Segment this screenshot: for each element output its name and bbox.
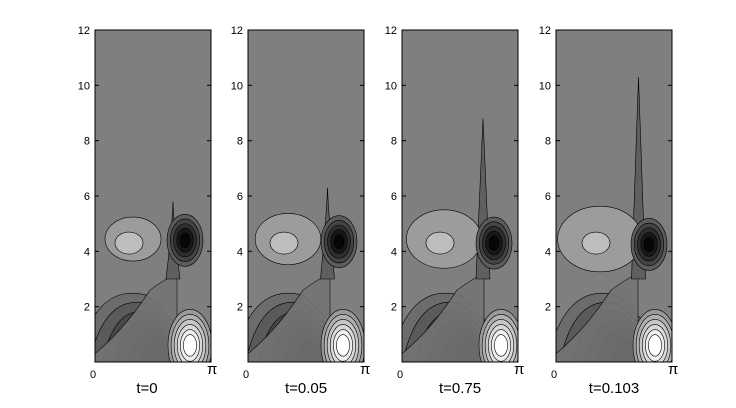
x-min-label: 0	[551, 369, 557, 381]
x-max-label: π	[360, 361, 370, 378]
panel-4: 2 4 6 8 10 12 0 π t=0.103	[539, 25, 679, 397]
contour-field	[247, 29, 365, 363]
y-tick-label: 8	[391, 136, 397, 148]
y-tick-label: 2	[391, 302, 397, 314]
y-tick-label: 4	[84, 246, 90, 258]
y-tick-label: 8	[84, 136, 90, 148]
y-tick-label: 6	[391, 191, 397, 203]
x-min-label: 0	[243, 369, 249, 381]
y-tick-label: 6	[84, 191, 90, 203]
y-tick-label: 12	[78, 25, 90, 37]
y-tick-label: 2	[545, 302, 551, 314]
y-tick-label: 12	[385, 25, 397, 37]
x-max-label: π	[668, 361, 678, 378]
y-tick-label: 10	[539, 80, 551, 92]
panel-caption: t=0.75	[439, 380, 481, 397]
y-tick-label: 4	[391, 246, 397, 258]
panel-2: 2 4 6 8 10 12 0 π t=0.05	[231, 25, 371, 397]
x-max-label: π	[514, 361, 524, 378]
y-tick-label: 2	[84, 302, 90, 314]
panel-1: 2 4 6 8 10 12 0 π t=0	[78, 25, 218, 397]
y-tick-label: 6	[545, 191, 551, 203]
y-tick-label: 6	[237, 191, 243, 203]
y-tick-label: 8	[237, 136, 243, 148]
contour-field	[94, 29, 212, 363]
y-tick-label: 10	[231, 80, 243, 92]
panel-caption: t=0	[136, 380, 157, 397]
contour-field	[555, 29, 673, 363]
x-min-label: 0	[90, 369, 96, 381]
panel-caption: t=0.103	[589, 380, 639, 397]
y-tick-label: 12	[539, 25, 551, 37]
y-tick-label: 4	[237, 246, 243, 258]
y-tick-label: 2	[237, 302, 243, 314]
x-min-label: 0	[397, 369, 403, 381]
y-tick-label: 10	[385, 80, 397, 92]
y-tick-label: 10	[78, 80, 90, 92]
y-tick-label: 8	[545, 136, 551, 148]
y-tick-label: 4	[545, 246, 551, 258]
panel-3: 2 4 6 8 10 12 0 π t=0.75	[385, 25, 525, 397]
y-tick-label: 12	[231, 25, 243, 37]
contour-field	[401, 29, 519, 363]
x-max-label: π	[207, 361, 217, 378]
panel-caption: t=0.05	[285, 380, 327, 397]
